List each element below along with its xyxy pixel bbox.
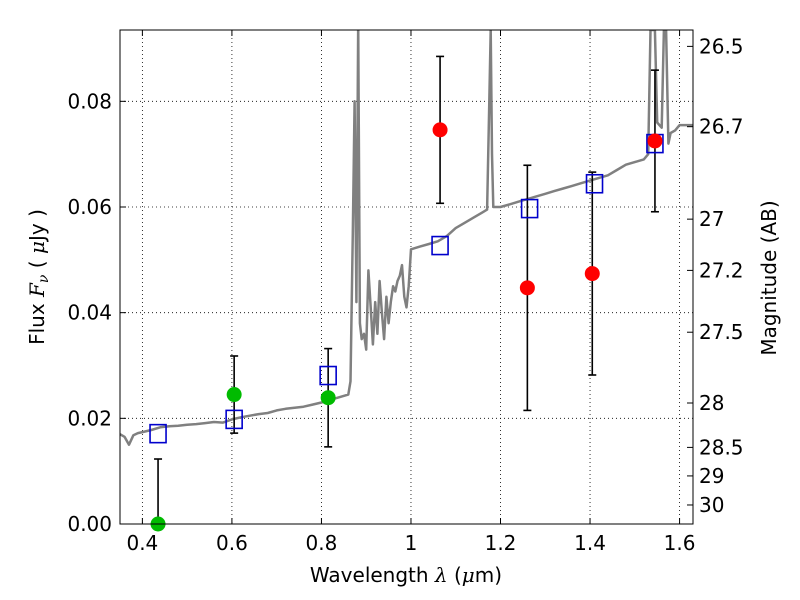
y2-tick-label: 30 bbox=[699, 493, 724, 517]
model-photometry-square bbox=[585, 173, 604, 194]
model-spectrum-line bbox=[120, 30, 693, 446]
x-tick-label: 0.8 bbox=[306, 531, 338, 555]
plot-frame bbox=[119, 29, 694, 525]
y2-tick-label: 27.5 bbox=[699, 320, 744, 344]
y2-tick-label: 26.5 bbox=[699, 34, 744, 58]
model-spectrum-layer bbox=[120, 30, 693, 446]
x-tick-label: 1.4 bbox=[574, 531, 606, 555]
model-photometry-square bbox=[319, 365, 337, 386]
grid-lines bbox=[120, 30, 693, 525]
x-axis-label: Wavelength λ (μm) bbox=[310, 563, 502, 587]
y-tick-label: 0.00 bbox=[67, 512, 112, 536]
detection-point bbox=[519, 280, 535, 296]
y2-axis-label: Magnitude (AB) bbox=[757, 200, 781, 355]
y2-tick-label: 28.5 bbox=[699, 435, 744, 459]
y-tick-label: 0.08 bbox=[67, 89, 112, 113]
model-photometry-square bbox=[520, 198, 539, 219]
y2-tick-label: 29 bbox=[699, 464, 724, 488]
x-tick-label: 1.6 bbox=[664, 531, 696, 555]
detection-point bbox=[647, 133, 663, 149]
y2-axis-ticks: 26.5 26.7 27 27.2 27.5 28 28.5 29 30 bbox=[687, 34, 744, 517]
detection-point bbox=[432, 122, 448, 138]
y-axis-ticks: 0.00 0.02 0.04 0.06 0.08 bbox=[67, 89, 126, 536]
y-tick-label: 0.06 bbox=[67, 195, 112, 219]
error-bars-layer bbox=[154, 55, 659, 524]
y-tick-label: 0.02 bbox=[67, 406, 112, 430]
x-tick-label: 1 bbox=[405, 531, 418, 555]
x-axis-ticks: 0.4 0.6 0.8 1 1.2 1.4 1.6 bbox=[126, 30, 695, 555]
y2-tick-label: 27.2 bbox=[699, 258, 744, 282]
detection-point bbox=[226, 387, 242, 403]
plot-area bbox=[120, 30, 693, 532]
x-tick-label: 0.4 bbox=[126, 531, 158, 555]
y2-tick-label: 28 bbox=[699, 391, 724, 415]
x-tick-label: 0.6 bbox=[216, 531, 248, 555]
y2-tick-label: 26.7 bbox=[699, 115, 744, 139]
y2-tick-label: 27 bbox=[699, 207, 724, 231]
detections-layer bbox=[150, 122, 663, 532]
model-photometry-square bbox=[431, 235, 449, 256]
model-photometry-square bbox=[225, 409, 243, 430]
x-tick-label: 1.2 bbox=[485, 531, 517, 555]
y-axis-label: Flux Fν ( μJy ) bbox=[25, 209, 52, 345]
y-tick-label: 0.04 bbox=[67, 301, 112, 325]
model-photometry-square bbox=[149, 423, 167, 444]
detection-point bbox=[584, 266, 600, 282]
detection-point bbox=[320, 390, 336, 406]
